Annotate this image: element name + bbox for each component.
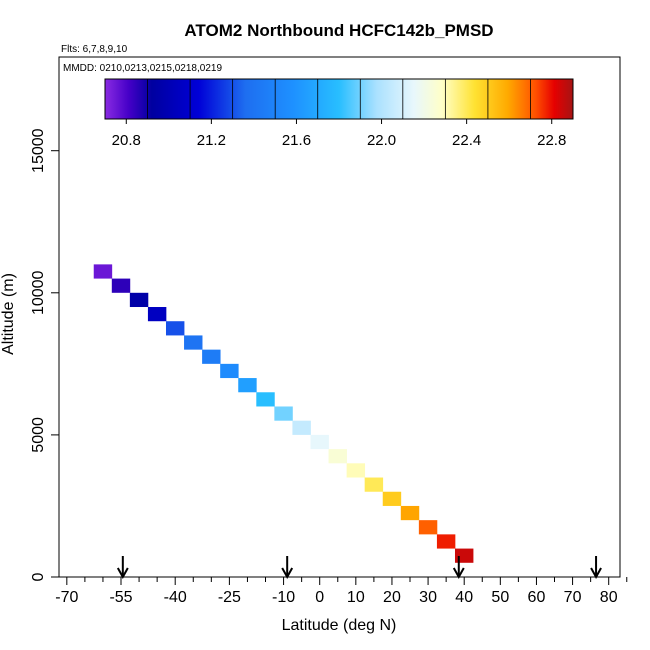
x-tick-label: 70 (564, 589, 582, 606)
data-cell (418, 520, 438, 535)
arrow-head (116, 567, 129, 580)
y-tick-label: 10000 (30, 270, 47, 315)
highlight-point (85, 272, 92, 279)
y-tick-label: 5000 (30, 417, 47, 453)
data-cell (346, 463, 366, 478)
arrow-head (590, 567, 602, 580)
data-cell (184, 335, 203, 350)
data-cell (147, 307, 167, 322)
data-cell (364, 477, 384, 492)
data-cell (129, 292, 149, 308)
highlight-point (390, 484, 397, 491)
x-tick-label: -70 (55, 589, 78, 606)
data-cell (400, 505, 420, 521)
flight-arrows (116, 556, 602, 580)
x-tick-label: 10 (347, 589, 365, 606)
chart-title: ATOM2 Northbound HCFC142b_PMSD (184, 21, 493, 40)
y-tick-label: 0 (30, 572, 47, 581)
x-tick-label: 0 (315, 589, 324, 606)
arrow-head (452, 567, 465, 580)
data-cells (93, 264, 474, 563)
colorbar-tick-label: 22.0 (367, 132, 396, 149)
data-cell (310, 434, 329, 450)
x-tick-label: -25 (218, 589, 241, 606)
x-axis-label: Latitude (deg N) (282, 617, 397, 634)
x-tick-label: -10 (272, 589, 295, 606)
colorbar-tick-label: 21.6 (282, 132, 311, 149)
y-axis: 0 5000 10000 15000 (30, 128, 59, 581)
data-cell (382, 491, 402, 506)
data-cell (256, 392, 275, 407)
y-tick-label: 15000 (30, 128, 47, 173)
x-tick-label: 80 (600, 589, 618, 606)
data-cell (454, 548, 474, 563)
colorbar: 20.8 21.2 21.6 22.0 22.4 22.8 (104, 78, 574, 149)
colorbar-frame (104, 78, 574, 120)
x-tick-label: 30 (419, 589, 437, 606)
data-cell (436, 534, 456, 549)
x-axis: -70 -55 -40 -25 -10 0 10 20 30 40 50 60 70 80 (55, 577, 628, 606)
colorbar-tick-label: 22.8 (537, 132, 566, 149)
x-tick-label: 50 (491, 589, 509, 606)
flights-note: Flts: 6,7,8,9,10 (61, 44, 128, 55)
y-axis-label: Altitude (m) (0, 273, 17, 355)
data-cell (220, 363, 239, 379)
data-cell (328, 449, 347, 464)
data-cell (111, 278, 131, 293)
x-tick-label: 20 (383, 589, 401, 606)
dates-note: MMDD: 0210,0213,0215,0218,0219 (63, 63, 222, 74)
colorbar-tick-label: 20.8 (112, 132, 141, 149)
data-cell (165, 321, 185, 336)
x-tick-label: -55 (109, 589, 132, 606)
x-tick-label: -40 (164, 589, 187, 606)
highlight-markers (85, 272, 397, 491)
data-cell (238, 378, 257, 393)
data-cell (292, 420, 311, 435)
arrow-head (281, 567, 294, 580)
colorbar-tick-label: 21.2 (197, 132, 226, 149)
colorbar-tick-label: 22.4 (452, 132, 481, 149)
data-cell (202, 349, 221, 364)
x-tick-label: 60 (528, 589, 546, 606)
plot-frame (58, 56, 621, 578)
data-cell (93, 264, 113, 279)
colorbar-gradient (105, 79, 573, 119)
data-cell (274, 406, 293, 421)
x-tick-label: 40 (455, 589, 473, 606)
